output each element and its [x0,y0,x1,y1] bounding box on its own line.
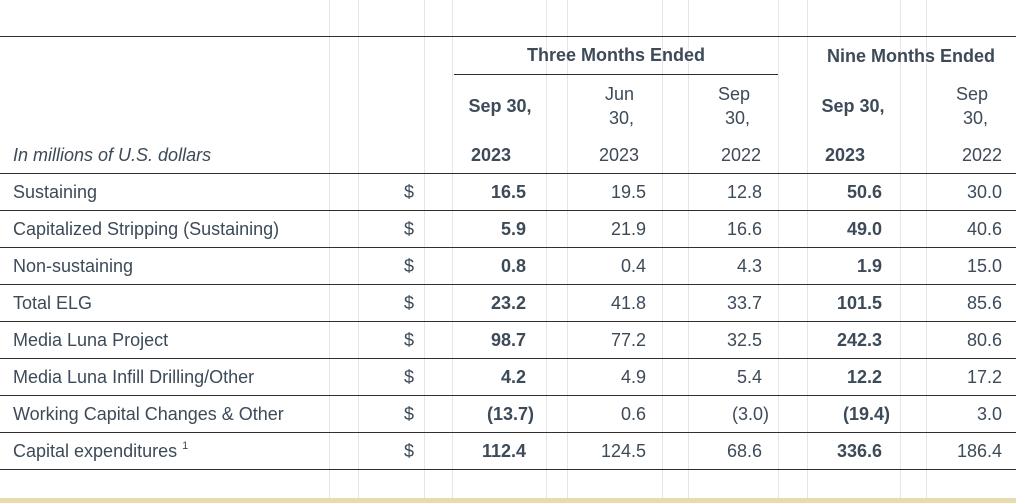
value-q3-2022: 4.3 [662,247,779,285]
value-q3-2023: 16.5 [424,173,546,211]
value-9m-2023: 49.0 [778,210,901,248]
value-9m-2022: 80.6 [900,321,1016,359]
row-label: Capitalized Stripping (Sustaining) [0,210,358,248]
value-q3-2023: 5.9 [424,210,546,248]
value-q3-2022: 68.6 [662,432,779,470]
value-9m-2023: 101.5 [778,284,901,322]
col2-date-day: 30, [608,108,634,128]
footnote-marker: 1 [182,440,189,452]
nine-months-ended-header: Nine Months Ended [827,45,996,66]
currency-symbol: $ [358,395,424,433]
value-9m-2023: 50.6 [778,173,901,211]
value-9m-2022: 85.6 [900,284,1016,322]
row-label: Non-sustaining [0,247,358,285]
row-label: Media Luna Infill Drilling/Other [0,358,358,396]
col5-date-month: Sep [956,84,989,104]
header-row-years: In millions of U.S. dollars 2023 2023 20… [0,137,1016,174]
value-q3-2022: 33.7 [662,284,779,322]
value-q3-2022: (3.0) [662,395,779,433]
currency-symbol: $ [358,173,424,211]
currency-symbol: $ [358,210,424,248]
value-9m-2022: 30.0 [900,173,1016,211]
bottom-accent-bar [0,498,1016,503]
table-row: Sustaining $ 16.5 19.5 12.8 50.6 30.0 [0,173,1016,211]
value-9m-2022: 3.0 [900,395,1016,433]
col1-date-header: Sep 30, [468,96,532,116]
currency-symbol: $ [358,358,424,396]
value-q3-2023: 112.4 [424,432,546,470]
value-q3-2023: 98.7 [424,321,546,359]
table-row: Total ELG $ 23.2 41.8 33.7 101.5 85.6 [0,284,1016,322]
value-9m-2023: 12.2 [778,358,901,396]
currency-symbol: $ [358,284,424,322]
currency-symbol: $ [358,247,424,285]
row-label: Media Luna Project [0,321,358,359]
currency-symbol: $ [358,432,424,470]
col2-date-header: Jun 30, [546,75,662,137]
value-q2-2023: 124.5 [546,432,662,470]
value-q2-2023: 4.9 [546,358,662,396]
value-q3-2023: 4.2 [424,358,546,396]
value-q2-2023: 21.9 [546,210,662,248]
table-row: Capitalized Stripping (Sustaining) $ 5.9… [0,210,1016,248]
col3-date-month: Sep [718,84,751,104]
header-row-dates: Sep 30, Jun 30, Sep 30, Sep 30, Sep 30, [0,75,1016,137]
value-9m-2023: 336.6 [778,432,901,470]
value-q3-2022: 5.4 [662,358,779,396]
value-q3-2023: 23.2 [424,284,546,322]
header-row-periods: Three Months Ended Nine Months Ended [0,36,1016,75]
row-label: Capital expenditures 1 [0,432,358,470]
value-9m-2022: 40.6 [900,210,1016,248]
value-q2-2023: 41.8 [546,284,662,322]
value-9m-2023: 1.9 [778,247,901,285]
col4-date-header: Sep 30, [821,96,885,116]
value-q3-2022: 16.6 [662,210,779,248]
value-9m-2023: (19.4) [778,395,901,433]
col2-date-month: Jun [604,84,634,104]
table-row: Media Luna Infill Drilling/Other $ 4.2 4… [0,358,1016,396]
value-q2-2023: 0.4 [546,247,662,285]
value-q3-2023: (13.7) [424,395,546,433]
row-label: Sustaining [0,173,358,211]
table-row: Non-sustaining $ 0.8 0.4 4.3 1.9 15.0 [0,247,1016,285]
value-q3-2023: 0.8 [424,247,546,285]
row-label: Working Capital Changes & Other [0,395,358,433]
value-9m-2022: 186.4 [900,432,1016,470]
col5-date-header: Sep 30, [900,75,1016,137]
col3-year: 2022 [662,137,779,174]
value-9m-2023: 242.3 [778,321,901,359]
col5-year: 2022 [900,137,1016,174]
col2-year: 2023 [546,137,662,174]
col1-year: 2023 [424,137,546,174]
capital-expenditures-table: Three Months Ended Nine Months Ended Sep… [0,36,1016,470]
value-q2-2023: 77.2 [546,321,662,359]
value-9m-2022: 15.0 [900,247,1016,285]
value-9m-2022: 17.2 [900,358,1016,396]
col3-date-day: 30, [725,108,751,128]
table-row: Working Capital Changes & Other $ (13.7)… [0,395,1016,433]
row-label: Total ELG [0,284,358,322]
currency-symbol: $ [358,321,424,359]
col4-year: 2023 [778,137,901,174]
units-label: In millions of U.S. dollars [0,137,358,174]
col3-date-header: Sep 30, [662,75,778,137]
table-row: Media Luna Project $ 98.7 77.2 32.5 242.… [0,321,1016,359]
col5-date-day: 30, [963,108,989,128]
value-q3-2022: 12.8 [662,173,779,211]
three-months-ended-header: Three Months Ended [454,37,779,75]
value-q2-2023: 19.5 [546,173,662,211]
row-label-text: Capital expenditures [13,441,178,461]
value-q3-2022: 32.5 [662,321,779,359]
value-q2-2023: 0.6 [546,395,662,433]
table-row: Capital expenditures 1 $ 112.4 124.5 68.… [0,432,1016,470]
